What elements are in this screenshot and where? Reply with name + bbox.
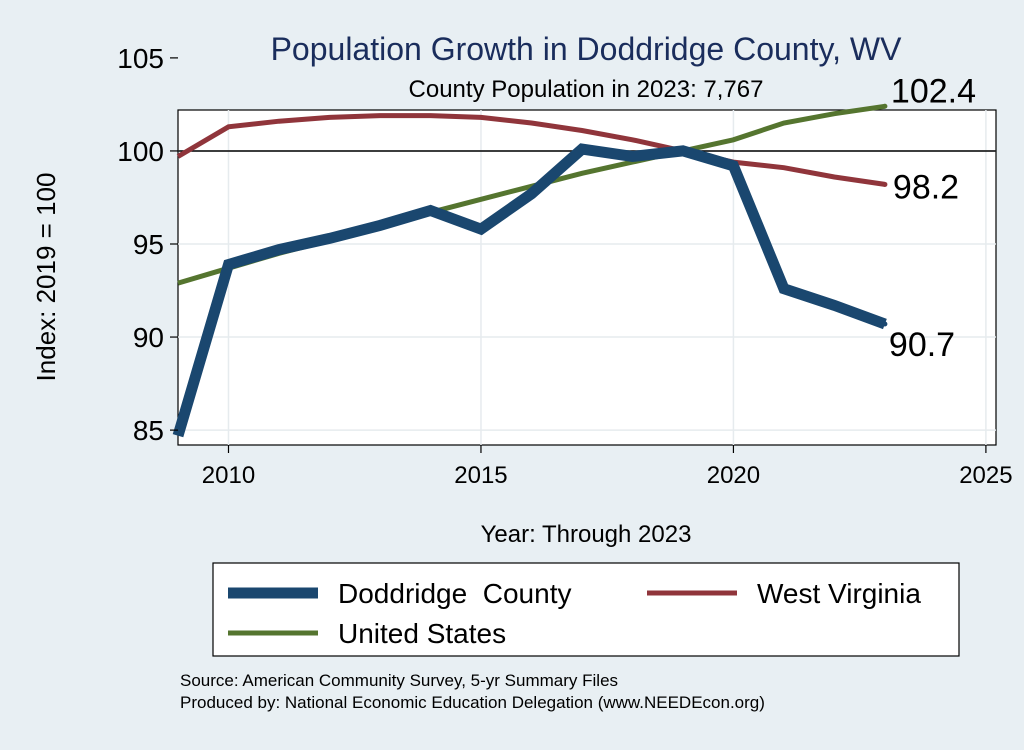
end-label-united-states: 102.4 — [891, 72, 976, 110]
axes: 85 90 95 100 105 2010 2015 2020 2025 — [117, 43, 1012, 489]
legend-label-united-states: United States — [338, 618, 506, 649]
x-tick-label: 2010 — [202, 462, 255, 489]
x-axis-label: Year: Through 2023 — [481, 521, 692, 548]
y-tick-label: 95 — [133, 229, 164, 260]
x-tick-label: 2020 — [707, 462, 760, 489]
end-point-marker — [882, 321, 888, 327]
series-line-doddridge — [172, 143, 887, 438]
end-label-west-virginia: 98.2 — [893, 168, 959, 206]
legend-label-doddridge: Doddridge County — [338, 578, 571, 609]
chart-title: Population Growth in Doddridge County, W… — [271, 31, 903, 67]
y-axis-label: Index: 2019 = 100 — [31, 173, 61, 382]
x-tick-label: 2015 — [454, 462, 507, 489]
end-labels: 90.7 98.2 102.4 — [882, 72, 976, 364]
y-tick-label: 100 — [117, 136, 164, 167]
end-point-marker — [882, 181, 888, 187]
x-tick-label: 2025 — [959, 462, 1012, 489]
legend-label-west-virginia: West Virginia — [757, 578, 921, 609]
end-label-doddridge: 90.7 — [889, 326, 955, 364]
y-tick-label: 90 — [133, 322, 164, 353]
y-tick-label: 85 — [133, 415, 164, 446]
legend-box — [212, 562, 960, 657]
end-point-marker — [882, 103, 888, 109]
chart-subtitle: County Population in 2023: 7,767 — [409, 76, 764, 103]
series-line-west-virginia — [176, 113, 886, 187]
produced-by-note: Produced by: National Economic Education… — [180, 693, 765, 712]
y-tick-label: 105 — [117, 43, 164, 74]
legend: Doddridge County West Virginia United St… — [212, 562, 960, 657]
plot-area — [177, 109, 997, 446]
source-note: Source: American Community Survey, 5-yr … — [180, 671, 618, 690]
series-lines — [172, 103, 887, 438]
